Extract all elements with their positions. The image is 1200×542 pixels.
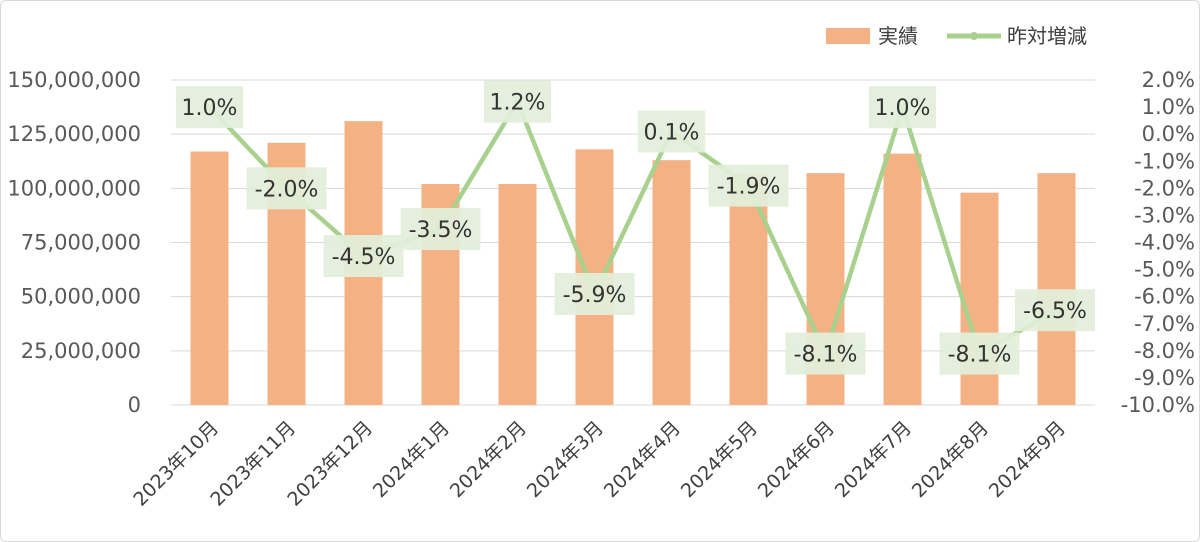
right-tick-label: -3.0% xyxy=(1134,203,1195,227)
data-label-2024-5-: -1.9% xyxy=(717,175,781,200)
data-label-2024-9-: -6.5% xyxy=(1023,299,1087,324)
data-label-2023-10-: 1.0% xyxy=(182,96,238,121)
data-label-box xyxy=(637,110,706,153)
x-tick-label: 2024年6月 xyxy=(754,417,839,502)
data-label-box xyxy=(785,332,866,375)
x-tick-label: 2024年8月 xyxy=(908,417,993,502)
legend-swatch-actual xyxy=(826,28,870,44)
left-axis-ticks: 0 25,000,000 50,000,000 75,000,000 100,000,0… xyxy=(7,68,141,417)
right-tick-label: -5.0% xyxy=(1134,258,1195,282)
x-axis-ticks: 2023年10月2023年11月2023年12月2024年1月2024年2月20… xyxy=(129,417,1070,511)
data-label-box xyxy=(554,272,635,315)
data-label-box xyxy=(1015,289,1095,332)
yoy-line xyxy=(207,99,1059,356)
data-label-box xyxy=(708,164,789,207)
left-tick-label: 125,000,000 xyxy=(7,122,141,146)
bar-2024-7- xyxy=(883,153,922,405)
data-label-2024-7-: 1.0% xyxy=(875,96,931,121)
x-tick-label: 2024年1月 xyxy=(369,417,454,502)
bar-2024-5- xyxy=(729,173,768,405)
x-tick-label: 2024年5月 xyxy=(677,417,762,502)
right-tick-label: -4.0% xyxy=(1134,231,1195,255)
right-tick-label: -6.0% xyxy=(1134,285,1195,309)
data-label-2024-6-: -8.1% xyxy=(794,343,858,368)
right-axis-ticks: 2.0% 1.0% 0.0% -1.0% -2.0% -3.0% -4.0% -5.0% -6.… xyxy=(1121,68,1195,417)
data-label-2023-11-: -2.0% xyxy=(255,177,319,202)
right-tick-label: 0.0% xyxy=(1142,122,1195,146)
right-tick-label: -1.0% xyxy=(1134,149,1195,173)
data-label-box xyxy=(939,332,1020,375)
data-label-box xyxy=(400,207,481,250)
data-label-2023-12-: -4.5% xyxy=(332,245,396,270)
data-label-2024-8-: -8.1% xyxy=(948,343,1012,368)
x-tick-label: 2024年9月 xyxy=(985,417,1070,502)
legend-label-yoy: 昨対増減 xyxy=(1007,24,1087,48)
left-tick-label: 25,000,000 xyxy=(21,339,141,363)
line-series-yoy xyxy=(206,98,1060,358)
data-label-2024-1-: -3.5% xyxy=(409,218,473,243)
left-tick-label: 100,000,000 xyxy=(7,176,141,200)
left-tick-label: 50,000,000 xyxy=(21,285,141,309)
data-label-2024-2-: 1.2% xyxy=(490,91,546,116)
left-tick-label: 75,000,000 xyxy=(21,231,141,255)
x-tick-label: 2024年7月 xyxy=(831,417,916,502)
data-labels: 1.0% -2.0% -4.5% -3.5% 1.2% -5.9% 0.1% -1.9% -8.… xyxy=(175,80,1095,375)
x-tick-label: 2024年3月 xyxy=(523,417,608,502)
data-label-box xyxy=(868,86,937,129)
legend-swatch-yoy-marker xyxy=(970,32,978,40)
legend: 実績 昨対増減 xyxy=(826,24,1087,48)
data-label-2024-4-: 0.1% xyxy=(644,120,700,145)
data-label-box xyxy=(175,86,244,129)
x-tick-label: 2024年4月 xyxy=(600,417,685,502)
data-label-box xyxy=(323,235,404,278)
left-tick-label: 150,000,000 xyxy=(7,68,141,92)
right-tick-label: -10.0% xyxy=(1121,393,1195,417)
bar-2024-9- xyxy=(1037,173,1076,405)
right-tick-label: -9.0% xyxy=(1134,366,1195,390)
right-tick-label: -8.0% xyxy=(1134,339,1195,363)
right-tick-label: 1.0% xyxy=(1142,95,1195,119)
right-tick-label: -2.0% xyxy=(1134,176,1195,200)
data-label-box xyxy=(483,80,552,123)
bar-2024-2- xyxy=(498,184,537,405)
bar-2023-10- xyxy=(190,151,229,405)
left-tick-label: 0 xyxy=(128,393,141,417)
x-tick-label: 2024年2月 xyxy=(446,417,531,502)
data-label-box xyxy=(246,167,327,210)
bar-2024-4- xyxy=(652,160,691,405)
right-tick-label: 2.0% xyxy=(1142,68,1195,92)
legend-label-actual: 実績 xyxy=(878,24,918,48)
right-tick-label: -7.0% xyxy=(1134,312,1195,336)
data-label-2024-3-: -5.9% xyxy=(563,283,627,308)
